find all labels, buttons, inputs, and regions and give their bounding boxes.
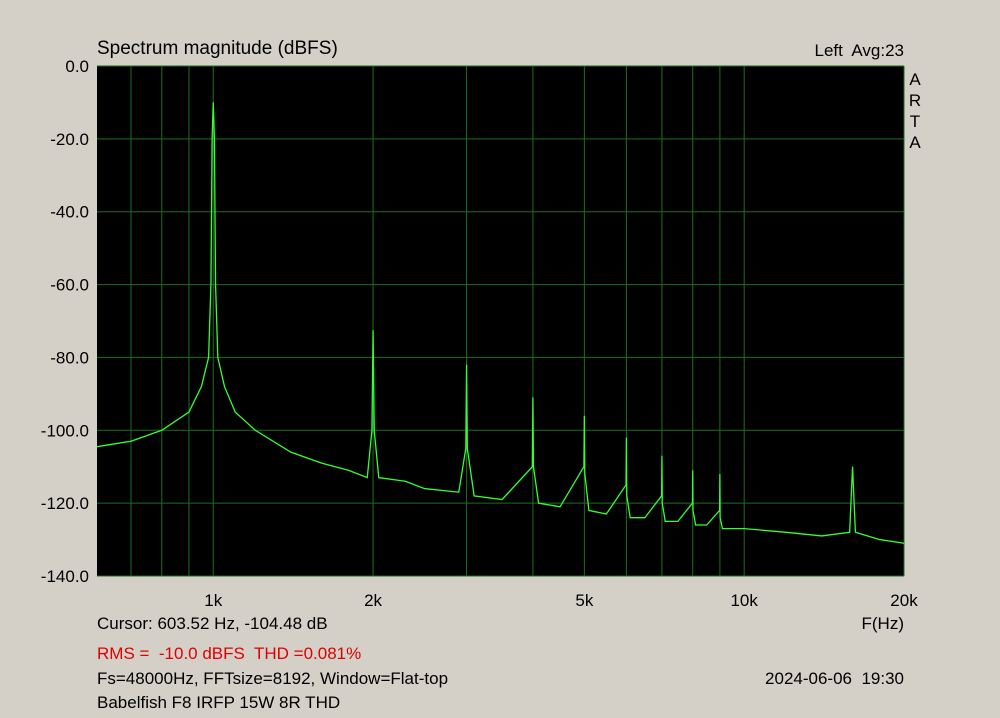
channel-label: Left Avg:23 xyxy=(815,41,904,60)
x-tick-label: 1k xyxy=(204,591,222,610)
rms-text: RMS = -10.0 dBFS THD =0.081% xyxy=(97,644,361,663)
y-tick-label: -20.0 xyxy=(50,130,89,149)
x-tick-label: 2k xyxy=(364,591,382,610)
settings-text: Fs=48000Hz, FFTsize=8192, Window=Flat-to… xyxy=(97,669,448,688)
x-tick-label: 10k xyxy=(730,591,758,610)
y-tick-label: -120.0 xyxy=(41,494,89,513)
plot-area xyxy=(97,66,904,576)
y-tick-label: -40.0 xyxy=(50,203,89,222)
x-tick-label: 20k xyxy=(890,591,918,610)
x-tick-label: 5k xyxy=(575,591,593,610)
y-tick-label: -100.0 xyxy=(41,421,89,440)
y-tick-label: 0.0 xyxy=(65,57,89,76)
timestamp: 2024-06-06 19:30 xyxy=(765,669,904,688)
y-tick-label: -60.0 xyxy=(50,276,89,295)
spectrum-line xyxy=(96,102,905,544)
y-tick-label: -140.0 xyxy=(41,567,89,586)
y-tick-label: -80.0 xyxy=(50,348,89,367)
chart-title: Spectrum magnitude (dBFS) xyxy=(97,38,338,59)
logo: ARTA xyxy=(906,70,925,154)
cursor-text: Cursor: 603.52 Hz, -104.48 dB xyxy=(97,614,328,633)
x-axis-label: F(Hz) xyxy=(862,614,904,633)
description: Babelfish F8 IRFP 15W 8R THD xyxy=(97,693,340,712)
